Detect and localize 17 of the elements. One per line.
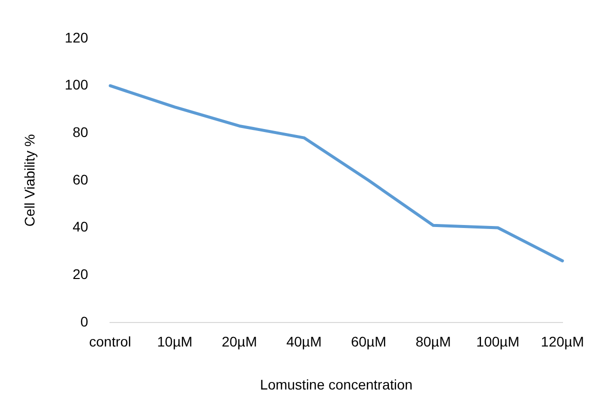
y-tick-label: 20 [72, 266, 88, 282]
x-tick-label: 80µM [416, 334, 451, 350]
y-tick-label: 80 [72, 124, 88, 140]
x-tick-label: 40µM [286, 334, 322, 350]
x-tick-label: 60µM [350, 334, 386, 350]
y-tick-label: 0 [80, 313, 88, 330]
y-tick-label: 100 [64, 76, 88, 93]
x-tick-label: 10µM [157, 334, 192, 350]
y-tick-label: 40 [72, 218, 88, 235]
x-tick-label: 20µM [222, 334, 258, 350]
x-axis-title: Lomustine concentration [260, 376, 413, 392]
x-tick-label: 120µM [540, 334, 584, 350]
x-tick-label: 100µM [476, 334, 520, 350]
x-tick-label: control [89, 334, 132, 350]
y-axis-title: Cell Viability % [21, 134, 38, 227]
y-tick-label: 120 [64, 29, 88, 46]
y-tick-label: 60 [72, 171, 88, 188]
